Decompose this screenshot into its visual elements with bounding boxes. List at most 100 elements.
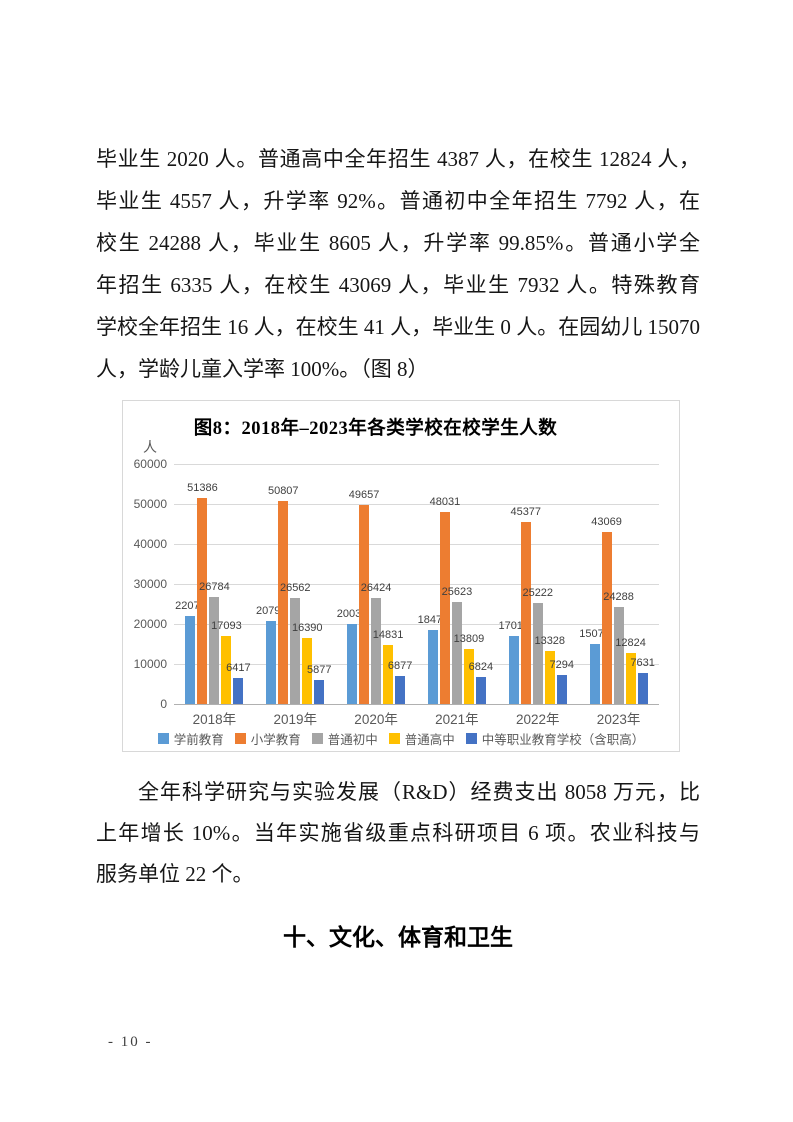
bar-series1-2020年 <box>347 623 358 704</box>
text-line: 人，学龄儿童入学率 100%。（图 8） <box>96 357 429 381</box>
y-axis-tick-label: 40000 <box>133 537 167 551</box>
text-line: 年招生 6335 人，在校生 43069 人，毕业生 7932 人。特殊教育 <box>96 273 700 297</box>
page-number: - 10 - <box>108 1034 153 1050</box>
legend-item: 小学教育 <box>234 729 301 748</box>
bar-series5-2020年 <box>395 676 406 704</box>
gridline <box>174 544 659 545</box>
bar-series3-2020年 <box>371 598 382 704</box>
text-line: 毕业生 2020 人。普通高中全年招生 4387 人，在校生 12824 人， <box>96 147 700 171</box>
bar-value-label: 26784 <box>199 580 230 593</box>
bar-value-label: 50807 <box>267 484 299 497</box>
gridline <box>174 624 659 625</box>
text-line: 学校全年招生 16 人，在校生 41 人，毕业生 0 人。在园幼儿 15070 <box>96 315 700 339</box>
text-line: 服务单位 22 个。 <box>96 862 254 886</box>
text-line: 上年增长 10%。当年实施省级重点科研项目 6 项。农业科技与 <box>96 821 700 845</box>
y-axis-tick-label: 20000 <box>133 617 167 631</box>
bar-value-label: 12824 <box>615 636 646 649</box>
paragraph-rd-stats: 全年科学研究与实验发展（R&D）经费支出 8058 万元，比上年增长 10%。当… <box>96 772 700 895</box>
legend-item: 普通初中 <box>311 729 378 748</box>
bar-series4-2019年 <box>302 638 313 704</box>
y-axis-tick-label: 60000 <box>133 457 167 471</box>
bar-series1-2021年 <box>427 630 438 704</box>
gridline <box>174 664 659 665</box>
legend-label: 普通高中 <box>404 733 455 747</box>
bar-series2-2021年 <box>439 511 450 704</box>
bar-series1-2018年 <box>185 615 196 704</box>
legend-swatch-icon <box>157 733 169 744</box>
bar-series2-2020年 <box>359 505 370 704</box>
bar-series3-2022年 <box>532 603 543 704</box>
bar-value-label: 6824 <box>468 660 494 673</box>
gridline <box>174 504 659 505</box>
bar-series2-2018年 <box>197 498 208 704</box>
paragraph-education-stats: 毕业生 2020 人。普通高中全年招生 4387 人，在校生 12824 人， 毕… <box>96 138 700 390</box>
bar-series2-2022年 <box>520 522 531 704</box>
legend-label: 小学教育 <box>250 733 301 747</box>
x-axis-label: 2019年 <box>273 712 318 727</box>
section-heading: 十、文化、体育和卫生 <box>283 924 513 950</box>
legend-swatch-icon <box>465 733 477 744</box>
bar-series3-2021年 <box>451 601 462 704</box>
bar-value-label: 5877 <box>307 664 332 677</box>
legend-item: 学前教育 <box>157 729 224 748</box>
y-axis-tick-label: 0 <box>160 697 167 711</box>
legend-item: 中等职业教育学校（含职高） <box>465 729 645 748</box>
text-line: 毕业生 4557 人，升学率 92%。普通初中全年招生 7792 人，在 <box>96 189 700 213</box>
bar-value-label: 6417 <box>226 662 251 675</box>
bar-value-label: 16390 <box>291 622 323 635</box>
x-axis-label: 2022年 <box>515 712 560 727</box>
figure8-chart: 图8：2018年–2023年各类学校在校学生人数 人 0 10000 20000 30… <box>122 400 680 752</box>
legend-label: 中等职业教育学校（含职高） <box>481 733 645 747</box>
chart-title: 图8：2018年–2023年各类学校在校学生人数 <box>193 419 558 439</box>
legend-label: 普通初中 <box>327 733 378 747</box>
y-axis-unit-label: 人 <box>143 439 157 455</box>
bar-series3-2019年 <box>290 597 301 704</box>
bar-series1-2019年 <box>266 620 277 704</box>
bar-value-label: 25623 <box>441 585 473 598</box>
chart-legend: 学前教育 小学教育 普通初中 普通高中 中等职业教育学校（含职高） <box>123 729 679 748</box>
legend-swatch-icon <box>388 733 400 744</box>
bar-value-label: 14831 <box>372 628 404 641</box>
bar-series2-2019年 <box>278 500 289 704</box>
bar-series5-2019年 <box>314 680 325 704</box>
text-line: 全年科学研究与实验发展（R&D）经费支出 8058 万元，比 <box>138 780 700 804</box>
legend-label: 学前教育 <box>173 733 224 747</box>
bar-series4-2021年 <box>463 648 474 704</box>
x-axis-label: 2018年 <box>192 712 237 727</box>
legend-swatch-icon <box>234 733 246 744</box>
bar-series1-2022年 <box>508 635 519 704</box>
bar-value-label: 51386 <box>187 482 218 495</box>
x-axis-label: 2023年 <box>596 712 641 727</box>
plot-area: 0 10000 20000 30000 40000 50000 60000 22075 5138… <box>123 401 679 751</box>
bar-value-label: 26562 <box>279 581 311 594</box>
legend-swatch-icon <box>311 733 323 744</box>
bar-value-label: 45377 <box>510 506 542 519</box>
bar-series3-2018年 <box>209 596 220 704</box>
bar-value-label: 7631 <box>630 657 655 670</box>
x-axis-label: 2021年 <box>435 712 479 727</box>
bar-series3-2023年 <box>613 606 624 704</box>
bar-value-label: 49657 <box>348 489 380 502</box>
gridline <box>174 584 659 585</box>
bar-value-label: 26424 <box>360 582 392 595</box>
bar-value-label: 7294 <box>549 658 574 671</box>
y-axis-tick-label: 10000 <box>133 657 167 671</box>
bar-series4-2018年 <box>221 635 232 704</box>
bar-value-label: 6877 <box>387 660 413 673</box>
gridline <box>174 704 659 705</box>
bar-series5-2023年 <box>637 673 648 704</box>
bar-value-label: 48031 <box>429 495 461 508</box>
text-line: 校生 24288 人，毕业生 8605 人，升学率 99.85%。普通小学全 <box>96 231 700 255</box>
bar-value-label: 13809 <box>453 632 485 645</box>
bar-series2-2023年 <box>601 531 612 704</box>
bar-series5-2018年 <box>233 678 244 704</box>
bar-series1-2023年 <box>589 643 600 704</box>
bar-series5-2021年 <box>475 676 486 704</box>
bar-value-label: 24288 <box>603 590 634 603</box>
gridline <box>174 464 659 465</box>
bar-value-label: 43069 <box>591 515 622 528</box>
bar-series4-2020年 <box>383 644 394 704</box>
bar-series4-2023年 <box>625 652 636 704</box>
y-axis-tick-label: 30000 <box>133 577 167 591</box>
